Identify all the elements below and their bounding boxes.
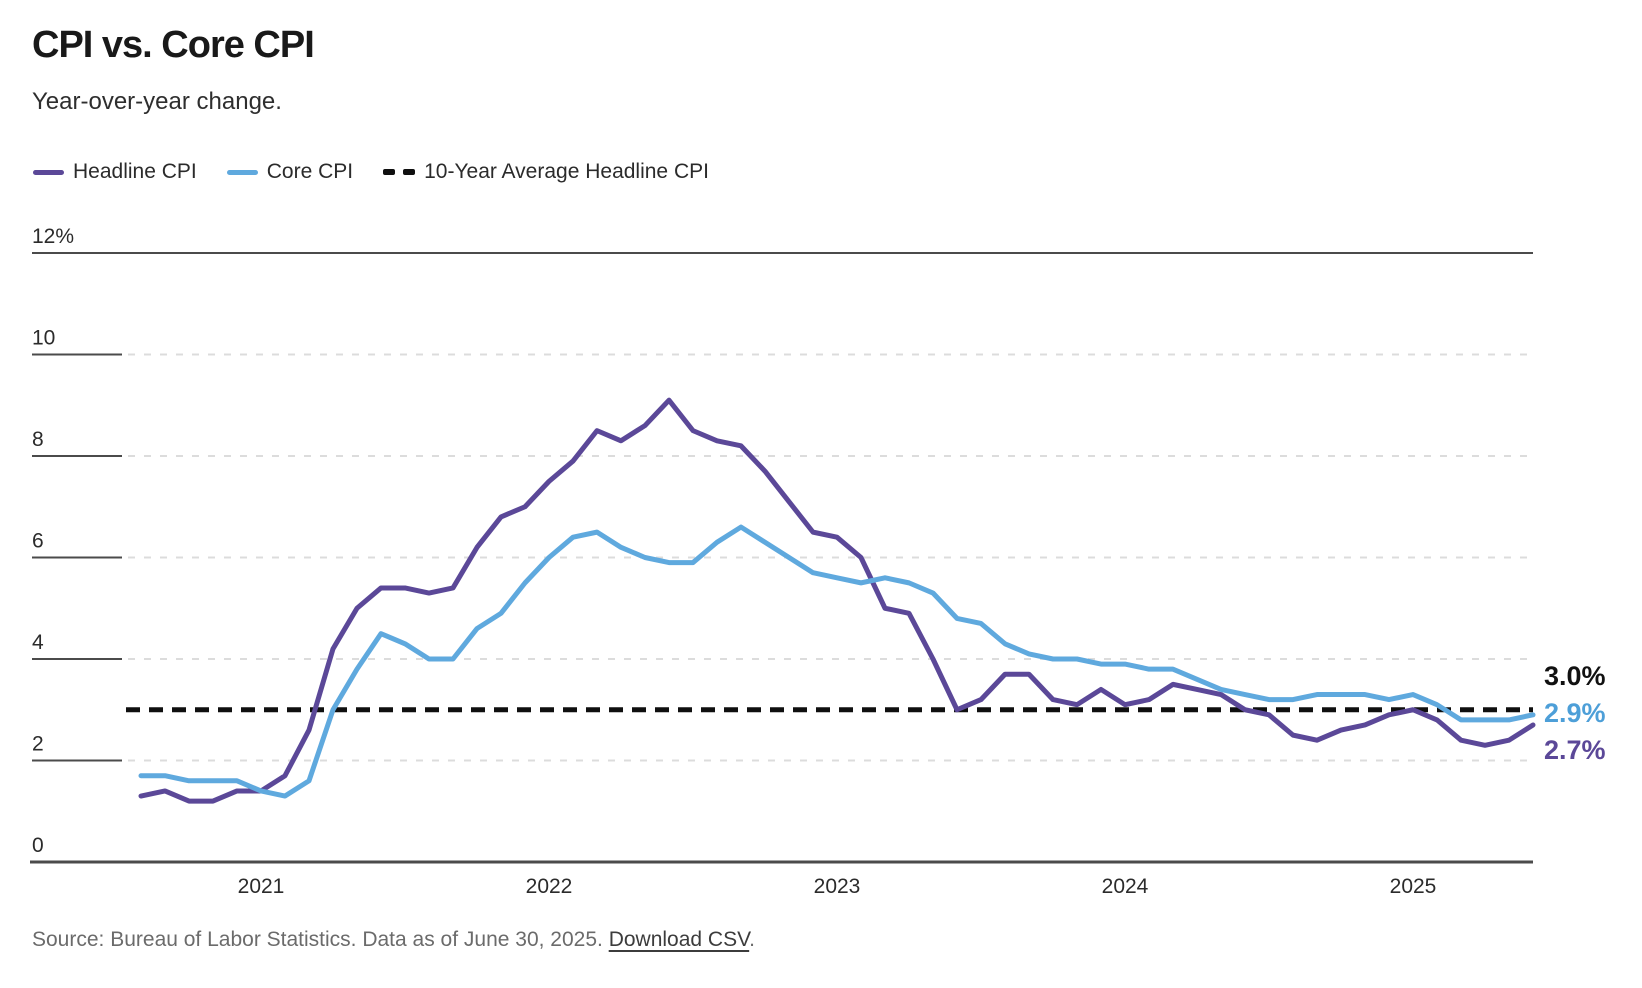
x-tick-label: 2023 (814, 875, 861, 898)
headline-cpi-line (138, 397, 1536, 804)
y-tick-label: 4 (32, 631, 44, 654)
x-tick-label: 2021 (238, 875, 285, 898)
legend-label: Headline CPI (73, 160, 197, 183)
y-tick-label: 6 (32, 530, 44, 553)
source-note: Source: Bureau of Labor Statistics. Data… (32, 928, 755, 952)
x-tick-label: 2025 (1390, 875, 1437, 898)
legend-label: Core CPI (266, 160, 354, 183)
legend-item-ten-year-average: 10-Year Average Headline CPI (383, 160, 709, 184)
chart-subtitle: Year-over-year change. (32, 88, 282, 115)
ten-year-average-value-label: 3.0% (1544, 661, 1606, 691)
core-cpi-line (138, 524, 1536, 799)
x-tick-label: 2022 (526, 875, 573, 898)
y-tick-label: 2 (32, 733, 44, 756)
y-tick-label: 10 (32, 327, 55, 350)
source-period: . (749, 928, 756, 951)
y-tick-label: 8 (32, 428, 44, 451)
y-tick-label: 0 (32, 834, 44, 857)
legend-item-headline-cpi: Headline CPI (33, 160, 197, 184)
y-tick-label: 12% (32, 225, 74, 248)
legend-item-core-cpi: Core CPI (226, 160, 354, 184)
download-csv-link[interactable]: Download CSV (608, 928, 750, 951)
core-cpi-swatch-icon (226, 169, 258, 175)
x-tick-label: 2024 (1102, 875, 1149, 898)
source-text: Source: Bureau of Labor Statistics. Data… (32, 928, 609, 951)
headline-cpi-swatch-icon (33, 169, 64, 175)
core-cpi-value-label: 2.9% (1544, 698, 1606, 728)
page-title: CPI vs. Core CPI (32, 24, 315, 66)
legend: Headline CPI Core CPI 10-Year Average He… (33, 160, 709, 184)
headline-cpi-value-label: 2.7% (1544, 735, 1606, 765)
legend-label: 10-Year Average Headline CPI (424, 160, 709, 183)
dashed-line-swatch-icon (383, 169, 416, 175)
